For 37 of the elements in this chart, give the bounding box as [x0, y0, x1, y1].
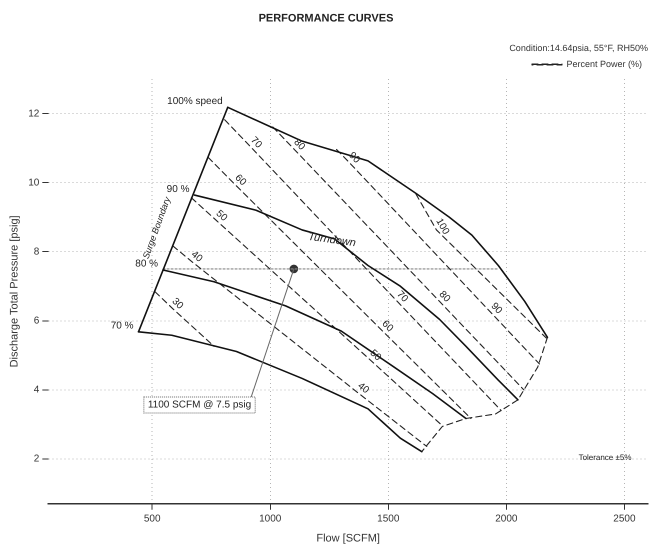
y-tick-label: 8	[34, 246, 40, 258]
annotation: 100	[433, 216, 452, 237]
x-tick-label: 500	[144, 514, 161, 525]
data-label: 1100 SCFM @ 7.5 psig	[148, 400, 252, 411]
y-tick-label: 4	[34, 384, 40, 396]
chart-title: PERFORMANCE CURVES	[258, 12, 394, 25]
legend-label: Percent Power (%)	[566, 58, 642, 69]
y-tick-label: 10	[28, 177, 40, 188]
annotation: 80	[291, 136, 308, 153]
series-label: 100% speed	[167, 96, 223, 108]
annotation: 40	[355, 380, 372, 396]
y-tick-label: 6	[34, 316, 40, 327]
series-label: 90 %	[166, 184, 190, 195]
annotation: 70	[248, 134, 264, 151]
annotation: 90	[346, 150, 362, 166]
chart-subtitle: Condition:14.64psia, 55°F, RH50%	[509, 43, 648, 54]
annotation: 80	[436, 288, 453, 305]
x-tick-label: 1500	[377, 514, 400, 525]
annotation: 50	[214, 208, 230, 224]
series-label: 80 %	[135, 258, 158, 270]
annotation: 40	[188, 249, 205, 265]
annotation: Turndown	[307, 230, 357, 250]
annotation: 70	[394, 288, 410, 305]
y-axis-title: Discharge Total Pressure [psig]	[8, 215, 21, 368]
x-tick-label: 1000	[259, 514, 282, 525]
annotation: 30	[170, 296, 186, 312]
annotation: Tolerance ±5%	[578, 453, 632, 462]
series-label: 70 %	[110, 320, 134, 332]
annotation: 50	[368, 348, 384, 364]
x-tick-label: 2000	[495, 514, 518, 525]
x-axis-title: Flow [SCFM]	[316, 532, 380, 544]
annotation: 60	[380, 318, 396, 334]
y-tick-label: 12	[28, 108, 40, 120]
y-tick-label: 2	[34, 454, 40, 465]
annotation: 60	[232, 172, 248, 188]
x-tick-label: 2500	[613, 514, 636, 525]
annotation: 90	[488, 300, 504, 317]
